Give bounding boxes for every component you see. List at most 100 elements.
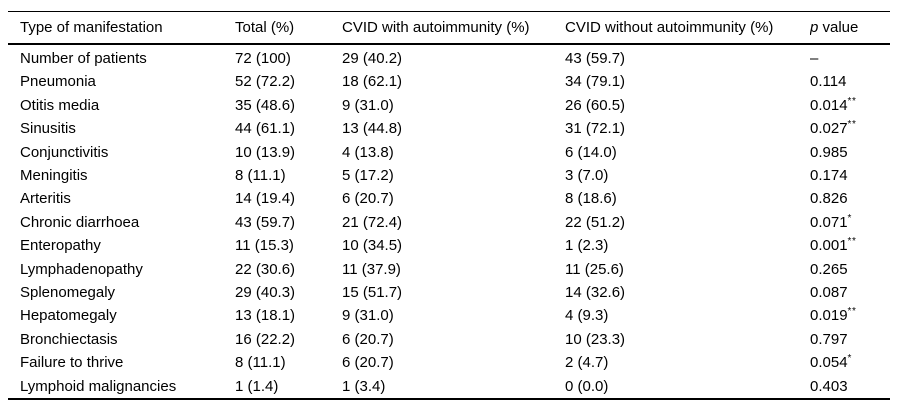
pvalue-number: –	[810, 50, 819, 67]
cell-cvid-without: 10 (23.3)	[565, 330, 626, 348]
table-row: Chronic diarrhoea 43 (59.7) 21 (72.4) 22…	[8, 211, 890, 234]
table-row: Failure to thrive 8 (11.1) 6 (20.7) 2 (4…	[8, 351, 890, 374]
cell-cvid-without: 43 (59.7)	[565, 50, 626, 67]
column-header-cvid-without: CVID without autoimmunity (%)	[565, 19, 774, 36]
cell-manifestation: Failure to thrive	[20, 354, 124, 372]
cell-manifestation: Meningitis	[20, 167, 88, 185]
pvalue-number: 0.014	[810, 96, 848, 114]
pvalue-number: 0.054	[810, 354, 848, 372]
pvalue-number: 0.001	[810, 237, 848, 255]
pvalue-number: 0.265	[810, 260, 848, 278]
table-row: Sinusitis 44 (61.1) 13 (44.8) 31 (72.1) …	[8, 117, 890, 140]
significance-asterisks: **	[847, 95, 857, 107]
cell-cvid-without: 4 (9.3)	[565, 307, 609, 325]
cell-cvid-with: 5 (17.2)	[342, 167, 394, 185]
column-header-type: Type of manifestation	[20, 19, 163, 36]
cell-pvalue: 0.114	[810, 70, 890, 93]
pvalue-number: 0.071	[810, 213, 848, 231]
cell-cvid-with: 9 (31.0)	[342, 307, 394, 325]
cell-cvid-without: 31 (72.1)	[565, 120, 626, 138]
cell-pvalue: 0.001**	[810, 234, 890, 257]
cell-cvid-without: 6 (14.0)	[565, 143, 617, 161]
cell-total: 1 (1.4)	[235, 377, 279, 395]
cell-pvalue: 0.087	[810, 281, 890, 304]
significance-asterisks: **	[847, 236, 857, 248]
cell-cvid-without: 34 (79.1)	[565, 73, 626, 91]
cell-manifestation: Lymphoid malignancies	[20, 377, 177, 395]
cell-pvalue: 0.265	[810, 258, 890, 281]
cell-total: 16 (22.2)	[235, 330, 296, 348]
table-row: Meningitis 8 (11.1) 5 (17.2) 3 (7.0) 0.1…	[8, 164, 890, 187]
cell-pvalue: 0.027**	[810, 117, 890, 140]
table-row: Lymphadenopathy 22 (30.6) 11 (37.9) 11 (…	[8, 258, 890, 281]
cell-pvalue: –	[810, 44, 890, 70]
cell-manifestation: Number of patients	[20, 50, 147, 67]
cell-cvid-with: 6 (20.7)	[342, 330, 394, 348]
cell-manifestation: Lymphadenopathy	[20, 260, 143, 278]
table-row: Number of patients 72 (100) 29 (40.2) 43…	[8, 44, 890, 70]
cell-cvid-without: 22 (51.2)	[565, 213, 626, 231]
cell-cvid-with: 15 (51.7)	[342, 284, 403, 302]
pvalue-number: 0.027	[810, 120, 848, 138]
cell-pvalue: 0.985	[810, 141, 890, 164]
pvalue-header-rest: value	[818, 19, 859, 36]
cell-total: 35 (48.6)	[235, 96, 296, 114]
cell-pvalue: 0.054*	[810, 351, 890, 374]
table-row: Conjunctivitis 10 (13.9) 4 (13.8) 6 (14.…	[8, 141, 890, 164]
cell-total: 8 (11.1)	[235, 354, 286, 372]
column-header-cvid-with: CVID with autoimmunity (%)	[342, 19, 530, 36]
table-row: Otitis media 35 (48.6) 9 (31.0) 26 (60.5…	[8, 94, 890, 117]
pvalue-number: 0.797	[810, 330, 848, 348]
cell-total: 44 (61.1)	[235, 120, 296, 138]
pvalue-header-italic-p: p	[810, 19, 819, 36]
pvalue-number: 0.985	[810, 143, 848, 161]
cell-cvid-with: 4 (13.8)	[342, 143, 394, 161]
cell-manifestation: Enteropathy	[20, 237, 101, 255]
column-header-pvalue: p value	[810, 12, 890, 45]
cell-cvid-with: 18 (62.1)	[342, 73, 403, 91]
table-row: Pneumonia 52 (72.2) 18 (62.1) 34 (79.1) …	[8, 70, 890, 93]
cell-pvalue: 0.797	[810, 328, 890, 351]
cell-cvid-with: 1 (3.4)	[342, 377, 386, 395]
cell-total: 10 (13.9)	[235, 143, 296, 161]
cell-cvid-without: 0 (0.0)	[565, 377, 609, 395]
cell-total: 22 (30.6)	[235, 260, 296, 278]
significance-asterisks: **	[847, 119, 857, 131]
table-row: Lymphoid malignancies 1 (1.4) 1 (3.4) 0 …	[8, 375, 890, 399]
pvalue-number: 0.019	[810, 307, 848, 325]
cell-pvalue: 0.826	[810, 187, 890, 210]
cell-pvalue: 0.014**	[810, 94, 890, 117]
table-body: Number of patients 72 (100) 29 (40.2) 43…	[8, 44, 890, 399]
cell-total: 11 (15.3)	[235, 237, 294, 255]
table-row: Splenomegaly 29 (40.3) 15 (51.7) 14 (32.…	[8, 281, 890, 304]
table-row: Bronchiectasis 16 (22.2) 6 (20.7) 10 (23…	[8, 328, 890, 351]
cell-manifestation: Pneumonia	[20, 73, 96, 91]
cell-total: 29 (40.3)	[235, 284, 296, 302]
pvalue-number: 0.087	[810, 284, 848, 302]
header-row: Type of manifestation Total (%) CVID wit…	[8, 11, 890, 45]
cell-manifestation: Sinusitis	[20, 120, 76, 138]
cell-manifestation: Conjunctivitis	[20, 143, 109, 161]
cell-cvid-with: 6 (20.7)	[342, 354, 394, 372]
cell-total: 13 (18.1)	[235, 307, 296, 325]
cell-cvid-without: 1 (2.3)	[565, 237, 609, 255]
cell-total: 43 (59.7)	[235, 213, 296, 231]
table-row: Hepatomegaly 13 (18.1) 9 (31.0) 4 (9.3) …	[8, 304, 890, 327]
cell-manifestation: Splenomegaly	[20, 284, 116, 302]
cell-pvalue: 0.071*	[810, 211, 890, 234]
cell-pvalue: 0.403	[810, 375, 890, 399]
cell-cvid-with: 21 (72.4)	[342, 213, 403, 231]
table-row: Arteritis 14 (19.4) 6 (20.7) 8 (18.6) 0.…	[8, 187, 890, 210]
cell-cvid-with: 29 (40.2)	[342, 50, 403, 67]
cell-manifestation: Hepatomegaly	[20, 307, 117, 325]
cell-manifestation: Chronic diarrhoea	[20, 213, 140, 231]
cell-total: 14 (19.4)	[235, 190, 296, 208]
table-row: Enteropathy 11 (15.3) 10 (34.5) 1 (2.3) …	[8, 234, 890, 257]
pvalue-number: 0.403	[810, 377, 848, 395]
cell-cvid-without: 8 (18.6)	[565, 190, 617, 208]
cell-cvid-without: 14 (32.6)	[565, 284, 626, 302]
cell-pvalue: 0.019**	[810, 304, 890, 327]
cell-cvid-with: 13 (44.8)	[342, 120, 403, 138]
cell-manifestation: Otitis media	[20, 96, 100, 114]
cell-total: 52 (72.2)	[235, 73, 296, 91]
